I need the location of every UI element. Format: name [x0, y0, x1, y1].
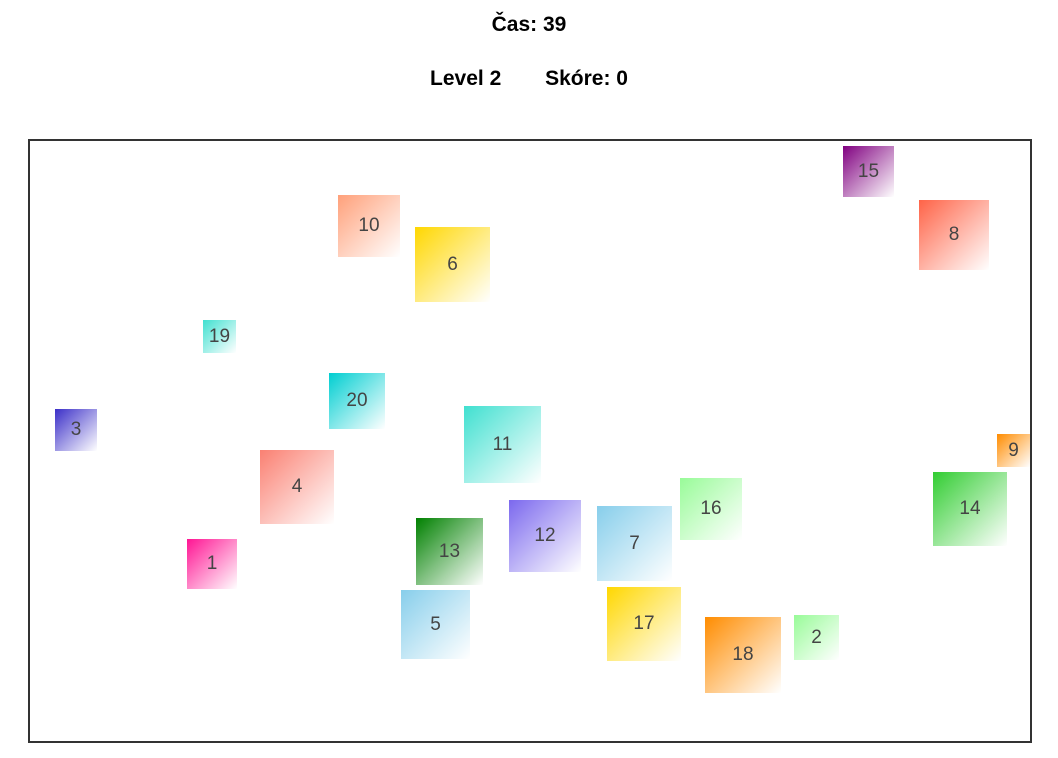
tile-6[interactable]: 6 — [415, 227, 490, 302]
tile-11[interactable]: 11 — [464, 406, 541, 483]
tile-15[interactable]: 15 — [843, 146, 894, 197]
tile-3[interactable]: 3 — [55, 409, 97, 451]
timer: Čas: 39 — [491, 13, 567, 36]
score-label: Skóre: 0 — [545, 67, 628, 90]
tile-9[interactable]: 9 — [997, 434, 1030, 467]
game-board: 1 2 3 4 5 6 7 8 9 10 11 12 13 14 15 16 17 18 19 20 — [28, 139, 1032, 743]
tile-7[interactable]: 7 — [597, 506, 672, 581]
tile-12[interactable]: 12 — [509, 500, 581, 572]
tile-2[interactable]: 2 — [794, 615, 839, 660]
tile-1[interactable]: 1 — [187, 539, 237, 589]
tile-14[interactable]: 14 — [933, 472, 1007, 546]
tile-16[interactable]: 16 — [680, 478, 742, 540]
tile-18[interactable]: 18 — [705, 617, 781, 693]
level-label: Level 2 — [430, 67, 502, 90]
tile-13[interactable]: 13 — [416, 518, 483, 585]
tile-8[interactable]: 8 — [919, 200, 989, 270]
tile-17[interactable]: 17 — [607, 587, 681, 661]
tile-20[interactable]: 20 — [329, 373, 385, 429]
stats-bar: Level 2 Skóre: 0 — [0, 67, 1058, 91]
tile-19[interactable]: 19 — [203, 320, 236, 353]
tile-5[interactable]: 5 — [401, 590, 470, 659]
tile-10[interactable]: 10 — [338, 195, 400, 257]
tile-4[interactable]: 4 — [260, 450, 334, 524]
